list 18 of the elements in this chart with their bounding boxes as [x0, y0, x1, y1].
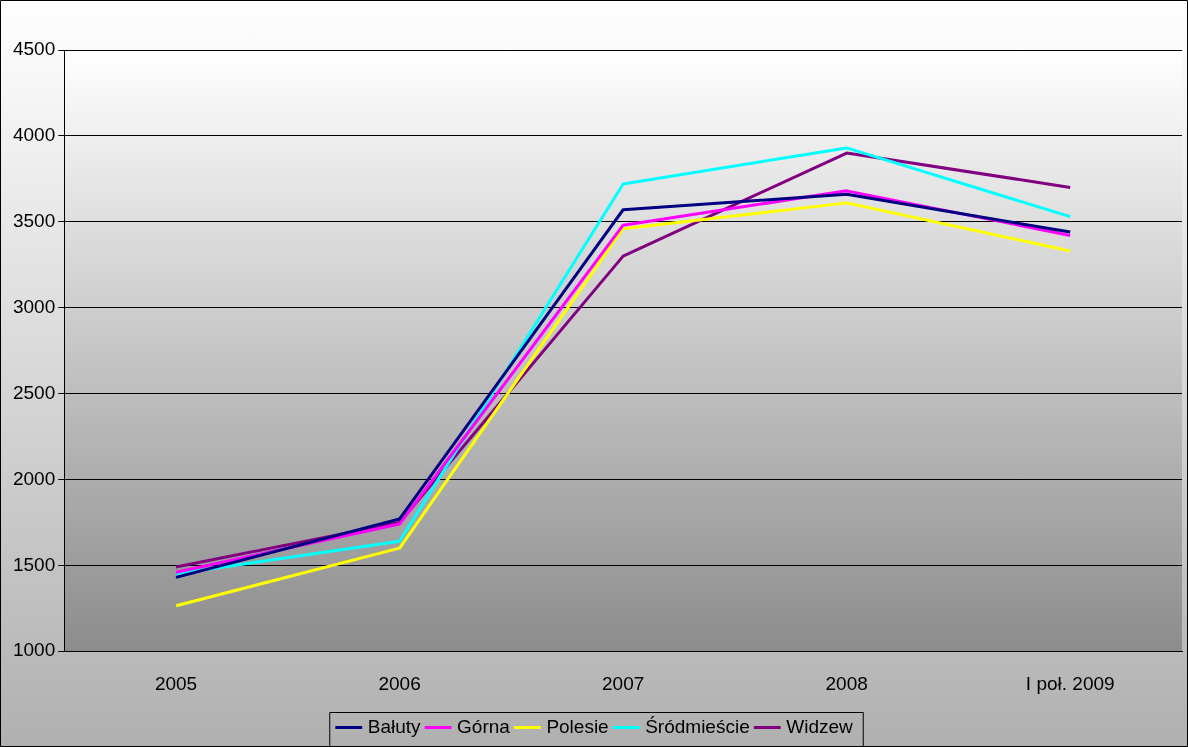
y-tick-label: 1000 [12, 639, 56, 661]
y-tick-label: 2500 [12, 381, 56, 403]
y-tick-label: 3000 [12, 295, 56, 317]
x-tick-label: I poł. 2009 [1025, 672, 1115, 694]
legend-label: Polesie [546, 715, 609, 737]
x-tick-label: 2006 [378, 672, 421, 694]
y-tick-label: 2000 [12, 467, 56, 489]
legend-label: Śródmieście [645, 715, 750, 737]
x-tick-label: 2008 [825, 672, 868, 694]
legend-label: Bałuty [367, 715, 422, 737]
y-tick-label: 1500 [12, 553, 56, 575]
x-tick-label: 2007 [601, 672, 645, 694]
y-tick-label: 4000 [12, 124, 56, 146]
y-tick-label: 4500 [12, 38, 56, 60]
legend-label: Widzew [786, 715, 854, 737]
legend-label: Górna [457, 715, 511, 737]
y-tick-label: 3500 [12, 210, 56, 232]
x-tick-label: 2005 [154, 672, 198, 694]
